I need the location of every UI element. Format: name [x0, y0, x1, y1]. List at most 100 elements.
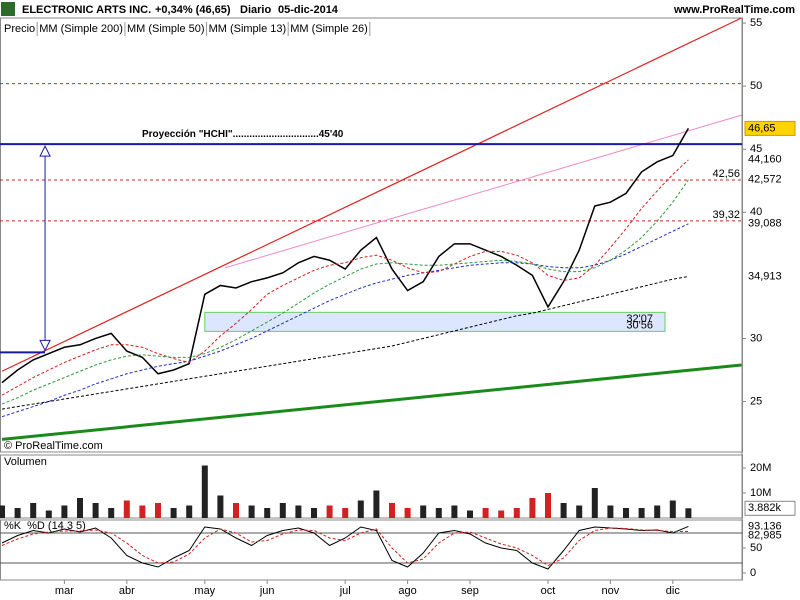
source: www.ProRealTime.com — [673, 4, 795, 16]
y-tick-label: 20M — [750, 462, 771, 474]
y-tick-label: 10M — [750, 487, 771, 499]
y-tick-label: 30 — [750, 332, 762, 344]
y-tick-label: 40 — [750, 206, 762, 218]
period: Diario — [240, 4, 271, 16]
trend-line — [1, 17, 742, 372]
series-line — [1, 525, 689, 570]
volume-bar — [638, 508, 645, 518]
logo — [1, 2, 15, 16]
volume-bar — [591, 488, 598, 518]
value-badge — [744, 500, 796, 516]
volume-bar — [404, 508, 411, 518]
volume-bar — [92, 503, 99, 518]
volume-bar — [435, 508, 442, 518]
y-tick-label: 25 — [750, 395, 762, 407]
legend-entry: MM (Simple 200) — [39, 23, 123, 35]
series-line — [1, 275, 689, 410]
series-line — [1, 128, 690, 384]
volume-bar — [685, 508, 692, 518]
volume-bar — [576, 505, 583, 518]
volume-bar — [108, 508, 115, 518]
legend-entry: MM (Simple 13) — [209, 23, 287, 35]
series-line — [1, 159, 689, 396]
x-tick-label: jul — [339, 585, 351, 597]
level-label: 42,56 — [712, 168, 740, 180]
volume-bar — [420, 505, 427, 518]
legend-entry: MM (Simple 50) — [127, 23, 205, 35]
level-label: 39,32 — [712, 209, 740, 221]
zone — [204, 311, 666, 332]
volume-bar — [14, 508, 21, 518]
badge-label: 3.882k — [748, 502, 782, 514]
volume-bar — [529, 498, 536, 518]
volume-bar — [623, 508, 629, 518]
x-tick-label: dic — [666, 585, 681, 597]
volume-bar — [654, 505, 661, 518]
volume-bar — [498, 510, 505, 518]
y-tick-label: 50 — [750, 542, 762, 554]
value-badge — [745, 269, 795, 284]
date: 05-dic-2014 — [278, 4, 339, 16]
volume-bar — [560, 503, 567, 518]
projection-label: Proyección "HCHI".......................… — [142, 129, 344, 140]
badge-label: 93,136 — [748, 520, 782, 532]
volume-bar — [669, 500, 676, 518]
change: +0,34% (46,65) — [155, 4, 231, 16]
volume-bar — [139, 505, 146, 518]
volume-bar — [311, 508, 317, 518]
volume-bar — [170, 508, 177, 518]
volume-bar — [279, 503, 286, 518]
volume-bar — [77, 498, 83, 518]
legend-entry: Precio — [4, 23, 35, 35]
volume-bar — [61, 505, 68, 518]
volume-bar — [451, 505, 458, 518]
volume-bar — [248, 505, 255, 518]
volume-bar — [0, 505, 5, 518]
x-tick-label: oct — [541, 585, 556, 597]
badge-label: 46,65 — [748, 122, 776, 134]
x-tick-label: mar — [55, 585, 74, 597]
volume-bar — [357, 500, 364, 518]
value-badge — [745, 152, 795, 167]
volume-bar — [123, 500, 130, 518]
volume-bar — [233, 503, 239, 518]
value-badge — [745, 520, 795, 533]
volume-bar — [295, 505, 302, 518]
volume-bar — [45, 510, 52, 518]
badge-label: 82,985 — [748, 529, 782, 541]
y-tick-label: 55 — [750, 17, 762, 29]
x-tick-label: nov — [602, 585, 620, 597]
badge-label: 39,088 — [748, 218, 782, 230]
volume-bar — [264, 508, 271, 518]
volume-bar — [155, 503, 161, 518]
volume-bar — [389, 503, 395, 518]
value-badge — [745, 172, 795, 187]
legend-bg — [1, 21, 351, 36]
legend-entry: MM (Simple 26) — [290, 23, 368, 35]
x-tick-label: ago — [398, 585, 416, 597]
volume-bar — [326, 505, 333, 518]
zone-label: 30'56 — [626, 319, 653, 331]
badge-label: 34,913 — [748, 270, 782, 282]
volume-bar — [482, 508, 489, 518]
watermark: © ProRealTime.com — [4, 440, 103, 452]
legend-entry: %K — [4, 520, 22, 532]
legend-entry: %D (14 3 5) — [27, 520, 86, 532]
volume-bar — [186, 505, 193, 518]
volume-bar — [217, 495, 224, 518]
volume-bar — [373, 490, 380, 518]
series-line — [1, 179, 689, 405]
volume-bar — [201, 465, 208, 518]
volume-bar — [467, 510, 473, 518]
trend-line — [1, 363, 742, 441]
value-badge — [745, 529, 795, 542]
arrow-head — [39, 339, 51, 352]
volume-bar — [545, 493, 551, 518]
value-badge — [744, 120, 796, 136]
y-tick-label: 45 — [750, 143, 762, 155]
trend-line — [224, 114, 742, 269]
volume-bar — [513, 508, 520, 518]
series-line — [1, 223, 689, 418]
value-badge — [745, 216, 795, 231]
